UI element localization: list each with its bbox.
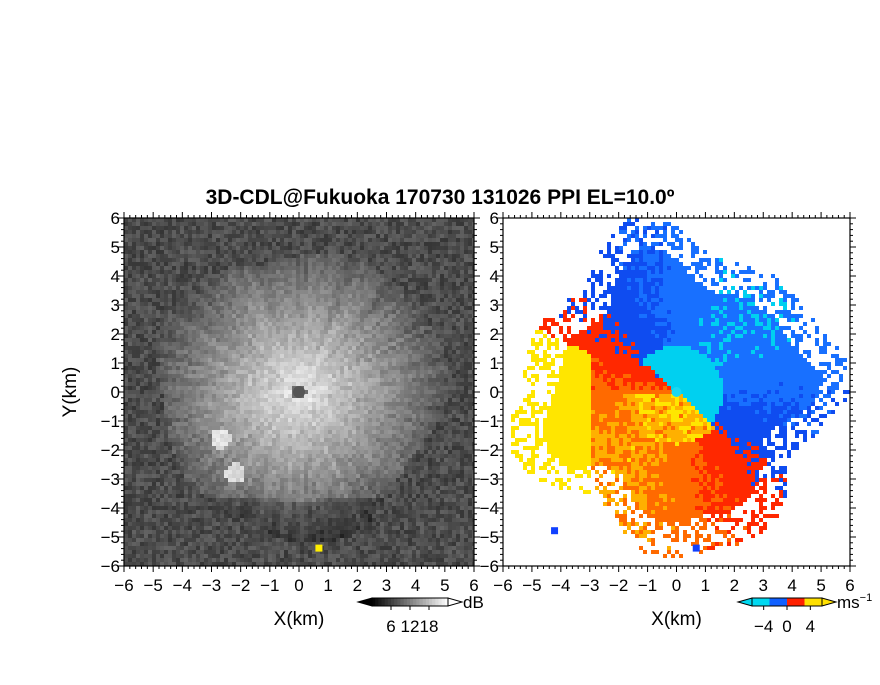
x-tick-label: 3 [759, 576, 768, 595]
x-tick-label: −4 [551, 576, 570, 595]
x-axis-label: X(km) [274, 609, 325, 630]
x-tick-label: 0 [294, 576, 303, 595]
x-tick-label: −1 [260, 576, 279, 595]
feature-2 [693, 545, 700, 552]
y-tick-label: 5 [490, 238, 499, 257]
feature-3 [551, 527, 558, 534]
y-tick-label: 4 [490, 267, 499, 286]
x-tick-label: −3 [580, 576, 599, 595]
colorbar-tick-label: 18 [420, 617, 439, 636]
x-tick-label: 3 [382, 576, 391, 595]
y-tick-label: −2 [101, 441, 120, 460]
y-tick-label: −1 [101, 412, 120, 431]
colorbar-tick-label: −4 [754, 617, 773, 636]
y-tick-label: 2 [111, 325, 120, 344]
x-tick-label: 4 [787, 576, 796, 595]
radar-site-marker [293, 386, 305, 398]
y-tick-label: 1 [490, 354, 499, 373]
colorbar-unit: dB [463, 593, 484, 612]
feature-4 [315, 545, 322, 552]
x-tick-label: −4 [173, 576, 192, 595]
y-tick-label: −5 [480, 528, 499, 547]
y-tick-label: 3 [490, 296, 499, 315]
y-tick-label: −5 [101, 528, 120, 547]
radar-site-marker [672, 387, 682, 397]
y-tick-label: −4 [101, 499, 120, 518]
x-tick-label: −3 [202, 576, 221, 595]
y-tick-label: 6 [490, 209, 499, 228]
y-tick-label: −3 [480, 470, 499, 489]
x-tick-label: 2 [730, 576, 739, 595]
y-tick-label: −1 [480, 412, 499, 431]
figure-title: 3D-CDL@Fukuoka 170730 131026 PPI EL=10.0… [0, 186, 880, 210]
y-tick-label: 0 [111, 383, 120, 402]
colorbar-unit: ms−1 [837, 592, 872, 612]
y-axis-label: Y(km) [60, 367, 81, 418]
x-tick-label: 2 [353, 576, 362, 595]
colorbar-tick-label: 0 [782, 617, 791, 636]
x-tick-label: 5 [440, 576, 449, 595]
colorbar-tick-label: 12 [401, 617, 420, 636]
x-tick-label: 0 [672, 576, 681, 595]
x-tick-label: 1 [323, 576, 332, 595]
y-tick-label: 4 [111, 267, 120, 286]
y-tick-label: −6 [480, 557, 499, 576]
y-tick-label: 6 [111, 209, 120, 228]
x-tick-label: −2 [231, 576, 250, 595]
y-tick-label: −4 [480, 499, 499, 518]
colorbar-tick-label: 6 [386, 617, 395, 636]
data-field [124, 218, 476, 566]
y-tick-label: 1 [111, 354, 120, 373]
x-tick-label: 5 [816, 576, 825, 595]
x-tick-label: −2 [609, 576, 628, 595]
y-tick-label: 0 [490, 383, 499, 402]
x-tick-label: −1 [638, 576, 657, 595]
y-tick-label: −3 [101, 470, 120, 489]
x-tick-label: 4 [411, 576, 420, 595]
x-tick-label: −6 [114, 576, 133, 595]
x-tick-label: 1 [701, 576, 710, 595]
x-tick-label: −5 [143, 576, 162, 595]
y-tick-label: 2 [490, 325, 499, 344]
colorbar-tick-label: 4 [806, 617, 815, 636]
y-tick-label: 5 [111, 238, 120, 257]
x-tick-label: −6 [493, 576, 512, 595]
y-tick-label: 3 [111, 296, 120, 315]
y-tick-label: −6 [101, 557, 120, 576]
x-tick-label: −5 [522, 576, 541, 595]
y-tick-label: −2 [480, 441, 499, 460]
x-axis-label: X(km) [651, 609, 702, 630]
